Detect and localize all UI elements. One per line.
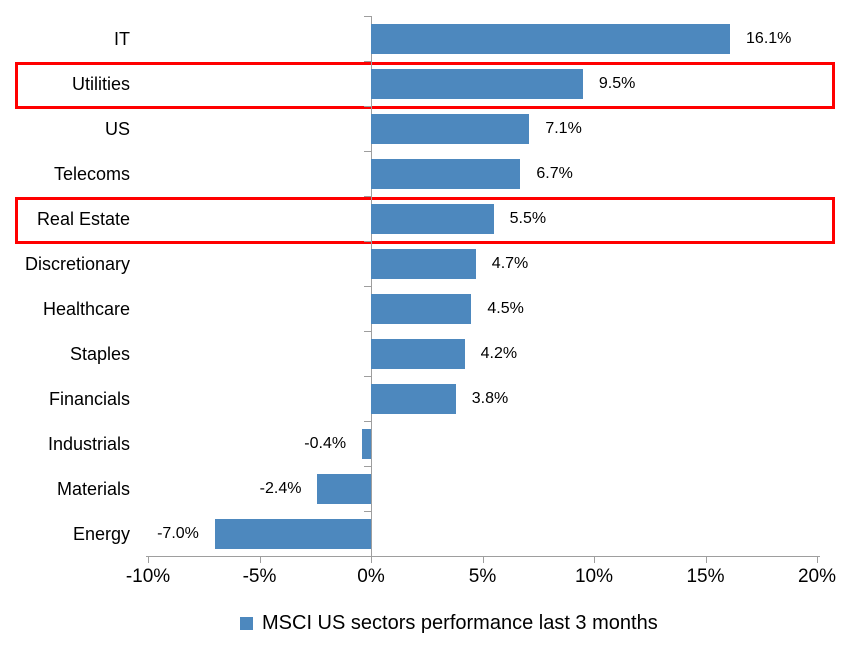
x-tick-label: -5% [242, 566, 277, 587]
legend-label: MSCI US sectors performance last 3 month… [262, 612, 658, 634]
value-label-staples: 4.2% [480, 344, 518, 362]
category-label-us: US [104, 118, 130, 139]
bar-it [371, 23, 731, 54]
x-axis-tick [594, 556, 595, 563]
category-axis-tick [364, 421, 371, 422]
highlight-box-utilities [15, 62, 835, 109]
category-axis-tick [364, 241, 371, 242]
category-axis-tick [364, 196, 371, 197]
value-label-utilities: 9.5% [598, 74, 636, 92]
category-axis-tick [364, 16, 371, 17]
x-tick-label: 5% [468, 566, 497, 587]
x-axis-tick [259, 556, 261, 563]
value-label-energy: -7.0% [157, 524, 199, 542]
bar-financials [371, 383, 456, 414]
category-axis-line [371, 16, 372, 556]
category-axis-tick [364, 376, 371, 377]
bar-energy [214, 518, 371, 549]
value-label-discretionary: 4.7% [491, 254, 529, 272]
x-axis-tick [148, 556, 149, 563]
category-axis-tick [364, 511, 371, 512]
value-label-us: 7.1% [545, 119, 582, 137]
category-label-energy: Energy [72, 523, 130, 544]
category-axis-tick [364, 466, 371, 467]
value-label-materials: -2.4% [259, 479, 302, 497]
bar-healthcare [371, 293, 472, 324]
value-label-industrials: -0.4% [304, 434, 347, 452]
category-label-it: IT [114, 28, 130, 49]
category-axis-tick [364, 106, 371, 107]
x-tick-label: 10% [574, 566, 614, 587]
category-label-materials: Materials [56, 478, 130, 499]
x-tick-label: 20% [797, 566, 837, 587]
value-label-financials: 3.8% [471, 389, 509, 407]
bar-us [371, 113, 530, 144]
category-label-staples: Staples [69, 343, 130, 364]
x-axis-tick [371, 556, 372, 563]
x-tick-label: -10% [125, 566, 171, 587]
value-label-it: 16.1% [746, 29, 792, 47]
x-axis-tick [705, 556, 707, 563]
category-label-financials: Financials [48, 388, 130, 409]
highlight-box-real-estate [15, 197, 835, 244]
category-label-industrials: Industrials [47, 433, 130, 454]
bar-telecoms [371, 158, 521, 189]
x-axis-tick [482, 556, 484, 563]
category-label-healthcare: Healthcare [42, 298, 130, 319]
bar-discretionary [371, 248, 476, 279]
category-axis-tick [364, 331, 371, 332]
legend-swatch-icon [240, 616, 253, 630]
bar-utilities [371, 68, 583, 99]
category-label-real-estate: Real Estate [36, 208, 130, 229]
category-label-discretionary: Discretionary [24, 253, 130, 274]
category-label-utilities: Utilities [71, 73, 130, 94]
bar-industrials [362, 428, 371, 459]
bar-staples [371, 338, 465, 369]
legend: MSCI US sectors performance last 3 month… [240, 611, 658, 635]
value-label-real-estate: 5.5% [509, 209, 547, 227]
category-axis-tick [364, 61, 371, 62]
x-tick-label: 0% [357, 566, 385, 587]
category-axis-tick [364, 151, 371, 152]
bar-materials [317, 473, 371, 504]
x-tick-label: 15% [686, 566, 725, 587]
x-axis-tick [817, 556, 818, 563]
value-label-telecoms: 6.7% [536, 164, 573, 182]
bar-real-estate [371, 203, 494, 234]
category-axis-tick [364, 286, 371, 287]
value-label-healthcare: 4.5% [487, 299, 524, 317]
category-label-telecoms: Telecoms [53, 163, 130, 184]
